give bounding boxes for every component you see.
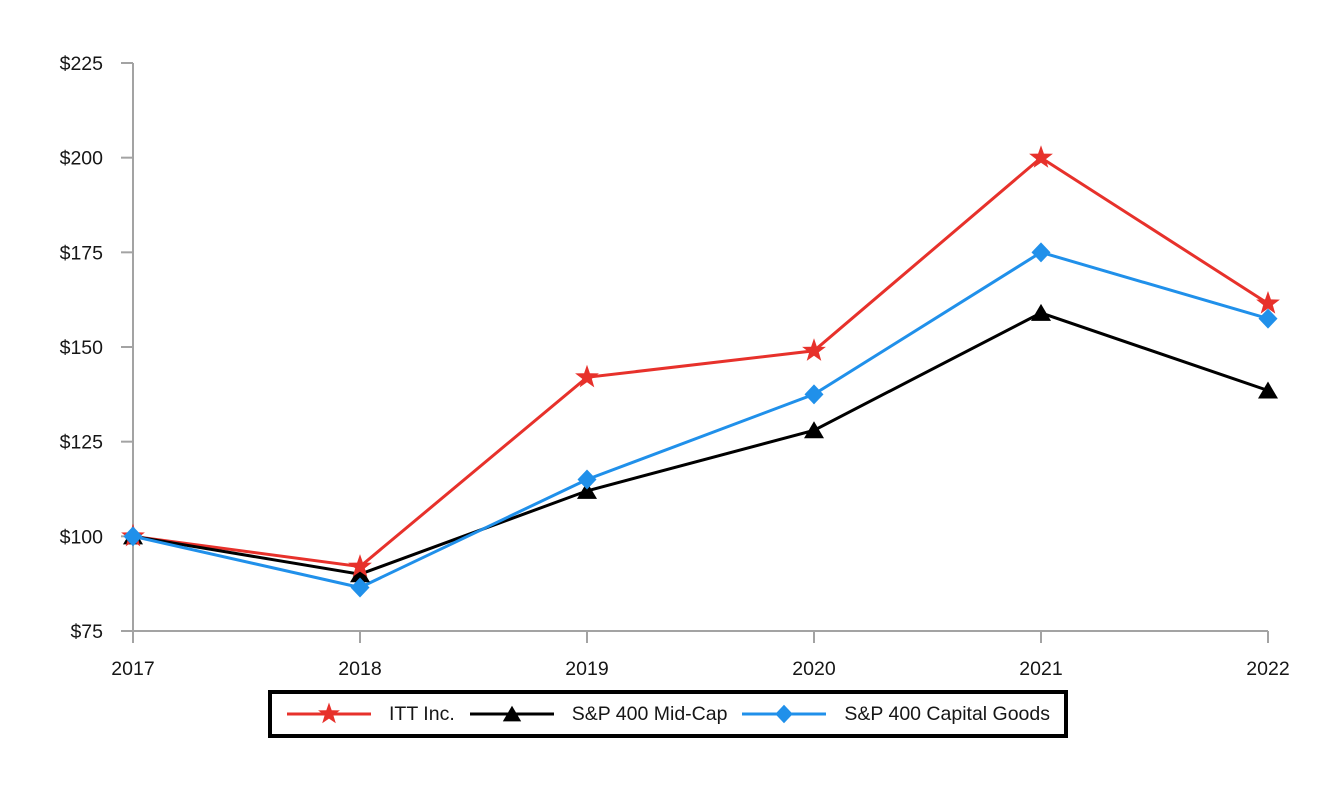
star-marker bbox=[575, 364, 599, 388]
triangle-marker bbox=[350, 565, 370, 583]
series-line-1 bbox=[132, 311, 1269, 576]
diamond-marker bbox=[577, 469, 597, 490]
y-axis-tick-label: $175 bbox=[60, 242, 104, 264]
diamond-icon bbox=[775, 704, 794, 724]
diamond-marker bbox=[350, 577, 370, 598]
star-marker bbox=[348, 554, 372, 577]
triangle-marker bbox=[1031, 303, 1051, 321]
triangle-icon bbox=[502, 705, 521, 722]
y-axis-tick-label: $225 bbox=[60, 53, 104, 75]
y-axis-tick-label: $200 bbox=[60, 148, 104, 170]
triangle-marker bbox=[577, 481, 597, 499]
legend-item-itt-inc: ITT Inc. bbox=[286, 699, 455, 729]
star-marker bbox=[802, 338, 826, 361]
legend-label-sp400-capital-goods: S&P 400 Capital Goods bbox=[844, 702, 1050, 725]
series-line-2 bbox=[132, 250, 1269, 590]
legend-item-sp400-capital-goods: S&P 400 Capital Goods bbox=[741, 699, 1050, 729]
triangle-marker bbox=[1258, 381, 1278, 399]
star-marker bbox=[1029, 145, 1053, 168]
y-axis-tick-label: $150 bbox=[60, 337, 104, 359]
legend-label-sp400-midcap: S&P 400 Mid-Cap bbox=[571, 702, 728, 725]
y-axis-tick-label: $125 bbox=[60, 432, 104, 454]
x-axis-tick-label: 2019 bbox=[565, 658, 608, 680]
triangle-marker bbox=[804, 421, 824, 439]
diamond-marker bbox=[1031, 242, 1051, 263]
x-axis-tick-label: 2020 bbox=[792, 658, 836, 680]
star-icon bbox=[318, 702, 340, 724]
sp400-capital-goods-diamond-legend-icon bbox=[742, 704, 827, 724]
x-axis-tick-label: 2018 bbox=[338, 658, 381, 680]
itt-inc-star-legend-icon bbox=[287, 702, 371, 724]
diamond-marker bbox=[123, 526, 143, 547]
chart-legend: ITT Inc. S&P 400 Mid-Cap S&P 400 Capital… bbox=[268, 690, 1068, 738]
y-axis-tick-label: $100 bbox=[60, 526, 104, 548]
diamond-marker bbox=[1258, 308, 1278, 329]
sp400-midcap-triangle-legend-icon bbox=[469, 705, 554, 722]
diamond-marker bbox=[804, 384, 824, 405]
x-axis-tick-label: 2017 bbox=[111, 658, 154, 680]
legend-item-sp400-midcap: S&P 400 Mid-Cap bbox=[469, 699, 728, 729]
x-axis-tick-label: 2021 bbox=[1019, 658, 1062, 680]
x-axis-tick-label: 2022 bbox=[1246, 658, 1289, 680]
star-marker bbox=[1256, 291, 1280, 314]
legend-label-itt-inc: ITT Inc. bbox=[389, 702, 455, 725]
series-line-0 bbox=[132, 155, 1269, 569]
y-axis-tick-label: $75 bbox=[70, 621, 103, 643]
